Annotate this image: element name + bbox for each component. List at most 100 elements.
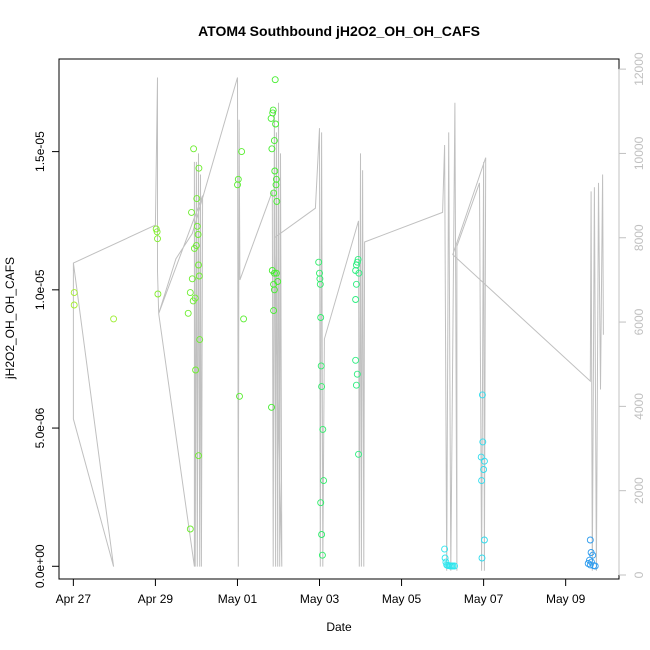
data-point bbox=[270, 269, 278, 277]
data-point bbox=[195, 261, 202, 269]
data-point bbox=[186, 289, 194, 297]
y-tick-label: 1.5e-05 bbox=[33, 131, 47, 172]
data-point bbox=[271, 76, 279, 84]
data-point bbox=[240, 315, 248, 323]
data-point bbox=[272, 120, 280, 128]
y2-tick-label: 8000 bbox=[632, 224, 646, 251]
data-point bbox=[441, 545, 449, 553]
y-tick-label: 5.0e-06 bbox=[33, 407, 47, 448]
data-point bbox=[192, 366, 200, 374]
data-point bbox=[236, 392, 243, 400]
data-point bbox=[272, 181, 280, 189]
data-point bbox=[190, 145, 198, 153]
y2-tick-label: 4000 bbox=[632, 393, 646, 420]
data-point bbox=[318, 551, 326, 559]
data-point bbox=[195, 272, 203, 280]
data-point bbox=[352, 356, 360, 364]
data-point bbox=[192, 242, 200, 250]
data-point bbox=[352, 280, 360, 288]
y2-tick-label: 12000 bbox=[632, 52, 646, 86]
data-point bbox=[269, 109, 277, 117]
data-point bbox=[355, 450, 362, 458]
data-point bbox=[268, 403, 275, 411]
y2-tick-label: 2000 bbox=[632, 477, 646, 504]
data-point bbox=[154, 235, 161, 243]
data-point bbox=[270, 137, 278, 145]
x-axis: Apr 27 Apr 29 May 01 May 03 May 05 May 07 May … bbox=[56, 578, 586, 606]
data-point bbox=[591, 562, 599, 570]
x-tick-label: Apr 27 bbox=[56, 592, 92, 606]
x-tick-label: May 09 bbox=[546, 592, 586, 606]
data-point bbox=[191, 294, 199, 302]
data-point bbox=[270, 307, 278, 315]
x-tick-label: May 01 bbox=[218, 592, 258, 606]
data-point bbox=[317, 362, 325, 370]
data-point bbox=[184, 309, 192, 317]
data-point bbox=[355, 269, 363, 277]
data-point bbox=[320, 477, 328, 485]
data-point bbox=[479, 438, 487, 446]
data-point bbox=[353, 370, 361, 378]
data-point bbox=[315, 258, 323, 266]
x-tick-label: May 05 bbox=[382, 592, 422, 606]
data-point bbox=[70, 289, 78, 297]
data-point bbox=[451, 562, 458, 570]
data-point bbox=[110, 315, 118, 323]
data-points-layer bbox=[70, 76, 599, 570]
data-point bbox=[319, 425, 327, 433]
data-point bbox=[193, 222, 201, 230]
data-point bbox=[195, 452, 202, 460]
y2-tick-label: 6000 bbox=[632, 308, 646, 335]
data-point bbox=[478, 554, 486, 562]
data-point bbox=[317, 314, 325, 321]
data-point bbox=[273, 197, 281, 205]
chart-title: ATOM4 Southbound jH2O2_OH_OH_CAFS bbox=[198, 23, 480, 39]
data-point bbox=[318, 531, 326, 538]
data-point bbox=[152, 225, 160, 233]
data-point bbox=[480, 466, 488, 473]
data-point bbox=[480, 457, 488, 465]
altitude-series-layer bbox=[72, 77, 604, 571]
y-axis-label: jH2O2_OH_OH_CAFS bbox=[3, 257, 17, 380]
data-point bbox=[354, 255, 362, 263]
data-point bbox=[153, 228, 161, 236]
data-point bbox=[194, 231, 202, 238]
data-point bbox=[154, 290, 162, 298]
x-tick-label: Apr 29 bbox=[138, 592, 174, 606]
data-point bbox=[478, 477, 486, 485]
data-point bbox=[270, 286, 278, 294]
data-point bbox=[70, 301, 78, 309]
data-point bbox=[480, 536, 488, 544]
data-point bbox=[441, 554, 449, 562]
data-point bbox=[352, 296, 360, 303]
data-point bbox=[586, 536, 594, 544]
data-point bbox=[272, 175, 280, 183]
data-point bbox=[234, 175, 242, 183]
x-axis-label: Date bbox=[326, 620, 352, 634]
data-point bbox=[318, 383, 326, 391]
data-point bbox=[586, 556, 593, 564]
data-point bbox=[316, 280, 324, 288]
data-point bbox=[586, 561, 594, 569]
data-point bbox=[269, 106, 277, 114]
data-point bbox=[193, 195, 201, 203]
data-point bbox=[196, 336, 204, 344]
data-point bbox=[478, 391, 486, 399]
y-axis: 0.0e+00 5.0e-06 1.0e-05 1.5e-05 bbox=[33, 131, 60, 588]
data-point bbox=[186, 525, 194, 533]
data-point bbox=[188, 275, 196, 283]
x-tick-label: May 07 bbox=[464, 592, 504, 606]
data-point bbox=[352, 381, 360, 389]
data-point bbox=[589, 551, 597, 559]
data-point bbox=[270, 189, 278, 197]
data-point bbox=[271, 167, 279, 175]
y2-tick-label: 10000 bbox=[632, 136, 646, 170]
data-point bbox=[316, 275, 324, 283]
altitude-line bbox=[72, 77, 604, 571]
data-point bbox=[274, 278, 282, 285]
y2-tick-label: 0 bbox=[632, 571, 646, 578]
data-point bbox=[317, 499, 325, 507]
data-point bbox=[353, 258, 361, 266]
y-tick-label: 1.0e-05 bbox=[33, 269, 47, 310]
